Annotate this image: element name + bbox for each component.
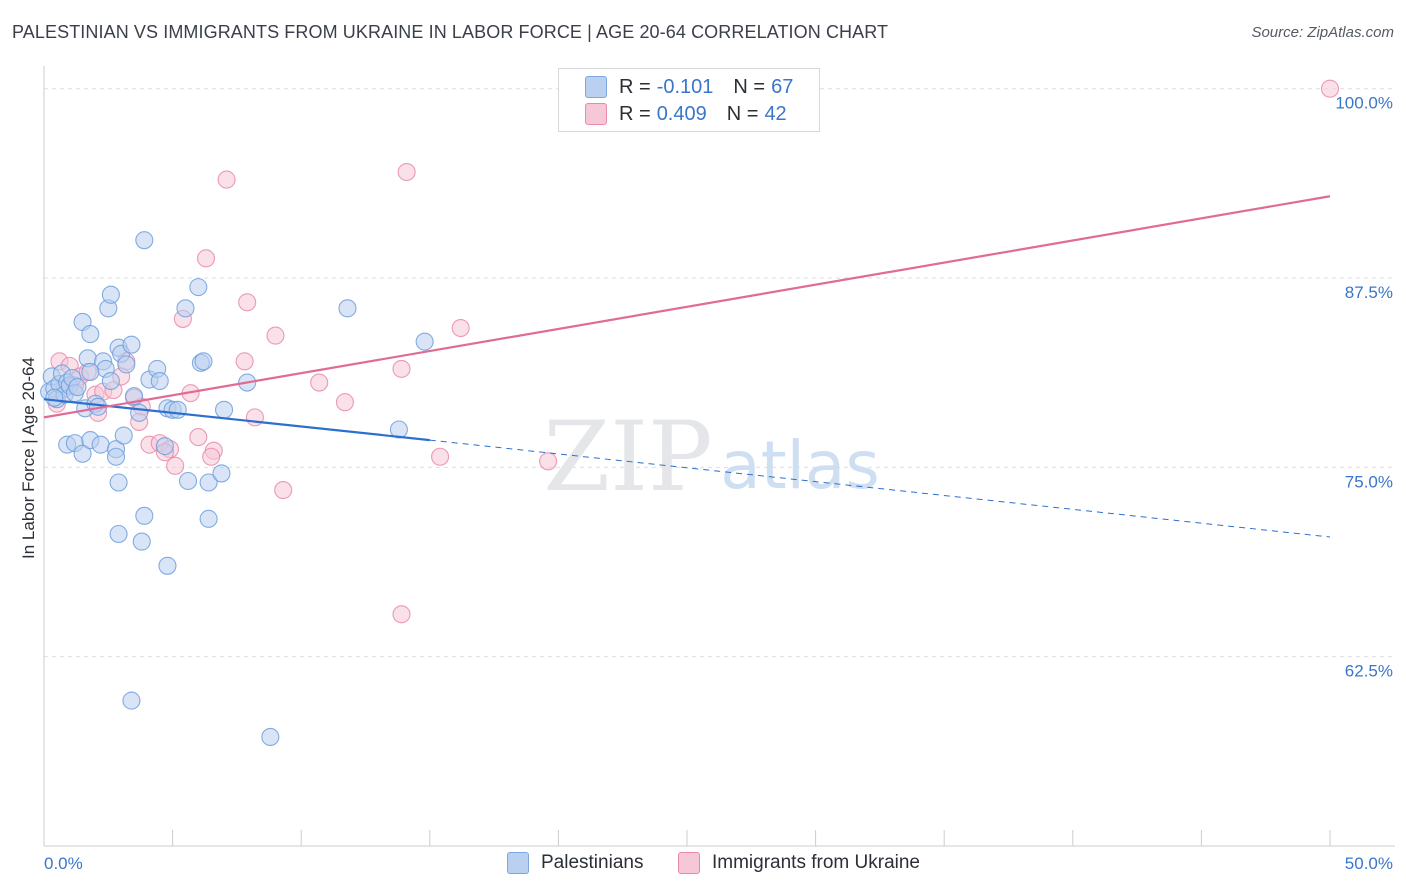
- watermark-zip: ZIP: [543, 401, 712, 513]
- data-point: [45, 388, 64, 407]
- data-point: [266, 326, 285, 345]
- data-point: [130, 403, 149, 422]
- data-point: [261, 727, 280, 747]
- data-point: [91, 435, 110, 454]
- data-point: [389, 420, 408, 439]
- data-point: [176, 299, 195, 318]
- data-point: [81, 325, 100, 344]
- data-point: [338, 299, 357, 318]
- stats-legend: R = -0.101 N = 67 R = 0.409 N = 42: [558, 68, 820, 132]
- data-point: [310, 373, 329, 392]
- data-point: [122, 335, 141, 354]
- y-tick-label: 75.0%: [1345, 472, 1393, 491]
- data-point: [117, 355, 136, 374]
- data-point: [245, 408, 264, 427]
- data-point: [199, 509, 218, 528]
- data-point: [132, 532, 151, 551]
- axes: [43, 66, 1395, 847]
- chart-title: PALESTINIAN VS IMMIGRANTS FROM UKRAINE I…: [12, 22, 889, 42]
- data-point: [135, 506, 154, 525]
- data-point: [189, 278, 208, 297]
- watermark-atlas: atlas: [720, 427, 880, 504]
- data-point: [397, 162, 416, 182]
- legend-n-value: 67: [771, 75, 794, 98]
- data-point: [135, 231, 154, 250]
- data-point: [199, 473, 218, 492]
- tick-labels: 100.0% 87.5% 75.0% 62.5% 0.0% 50.0%: [44, 94, 1393, 873]
- bottom-legend-label: Immigrants from Ukraine: [712, 852, 920, 873]
- legend-n-label: N =: [733, 75, 766, 98]
- bottom-legend-palestinians: Palestinians: [507, 852, 643, 874]
- data-point: [415, 332, 434, 351]
- data-point: [101, 285, 120, 304]
- legend-swatch-pink: [585, 103, 607, 125]
- data-point: [539, 452, 558, 471]
- data-point: [451, 318, 470, 338]
- watermark: ZIP atlas: [543, 401, 879, 513]
- data-point: [214, 400, 234, 419]
- data-point: [155, 437, 174, 456]
- data-point: [122, 691, 141, 710]
- y-axis-label: In Labor Force | Age 20-64: [19, 357, 38, 559]
- data-point: [81, 362, 100, 381]
- data-point: [178, 471, 198, 491]
- trend-line-palestinians-extrapolated: [429, 439, 1331, 538]
- trend-lines: [43, 195, 1331, 538]
- series-ukraine-points: [47, 79, 1340, 624]
- bottom-legend-ukraine: Immigrants from Ukraine: [678, 852, 920, 874]
- x-tick-label: 50.0%: [1345, 854, 1393, 873]
- data-point: [202, 447, 221, 466]
- data-point: [392, 359, 411, 378]
- y-tick-label: 100.0%: [1335, 94, 1393, 113]
- data-point: [274, 481, 293, 500]
- data-point: [114, 426, 133, 445]
- data-point: [189, 428, 208, 447]
- data-point: [194, 352, 213, 371]
- y-tick-label: 62.5%: [1345, 662, 1393, 681]
- source-label: Source: ZipAtlas.com: [1251, 24, 1394, 41]
- data-point: [235, 352, 254, 371]
- legend-swatch-blue: [585, 76, 607, 98]
- data-point: [238, 293, 257, 312]
- data-point: [150, 371, 169, 391]
- x-tick-label: 0.0%: [44, 854, 83, 873]
- data-point: [431, 447, 450, 466]
- data-point: [166, 456, 185, 475]
- data-point: [109, 524, 128, 544]
- bottom-legend-label: Palestinians: [541, 852, 644, 873]
- data-point: [168, 400, 187, 419]
- data-point: [68, 378, 87, 397]
- data-point: [101, 371, 120, 391]
- data-point: [335, 393, 354, 412]
- legend-row-ukraine: R = 0.409 N = 42: [585, 102, 787, 126]
- legend-r-value: 0.409: [656, 102, 707, 125]
- grid-lines: [44, 88, 1395, 658]
- legend-n-value: 42: [764, 102, 787, 125]
- series-palestinians-points: [40, 231, 434, 747]
- legend-r-label: R =: [619, 102, 651, 125]
- data-point: [1320, 79, 1340, 98]
- data-point: [392, 605, 411, 624]
- legend-n-label: N =: [726, 102, 759, 125]
- data-point: [158, 556, 177, 575]
- data-point: [196, 249, 216, 268]
- legend-r-value: -0.101: [656, 75, 714, 98]
- data-point: [73, 444, 92, 463]
- legend-r-label: R =: [619, 75, 651, 98]
- data-point: [109, 473, 128, 492]
- trend-line-ukraine: [43, 195, 1331, 419]
- legend-row-palestinians: R = -0.101 N = 67: [585, 75, 793, 99]
- bottom-legend-swatch-pink: [678, 852, 700, 874]
- bottom-legend-swatch-blue: [507, 852, 529, 874]
- data-point: [212, 464, 231, 483]
- data-point: [106, 447, 126, 466]
- y-tick-label: 87.5%: [1345, 283, 1393, 302]
- data-point: [217, 170, 236, 189]
